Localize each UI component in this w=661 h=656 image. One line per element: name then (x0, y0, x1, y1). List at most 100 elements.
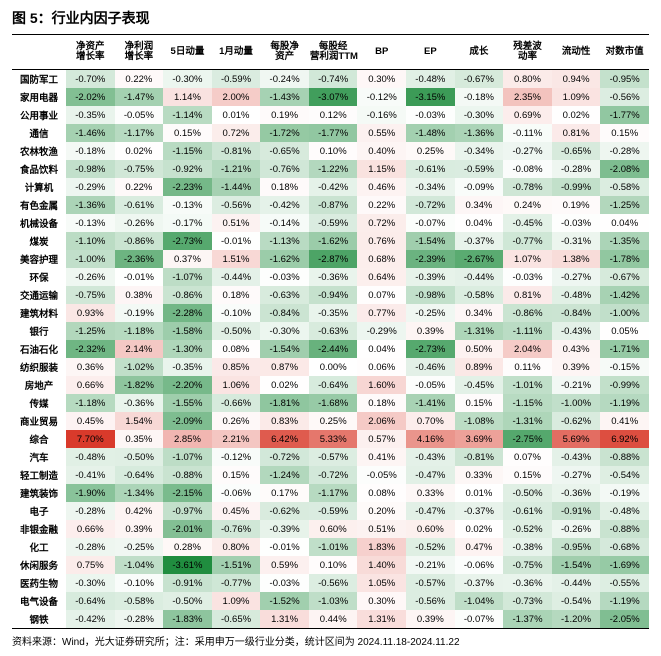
data-cell: 0.77% (357, 304, 406, 322)
data-cell: -1.54% (260, 340, 309, 358)
data-cell: 0.59% (260, 556, 309, 574)
data-cell: -2.39% (406, 250, 455, 268)
row-label: 农林牧渔 (12, 142, 66, 160)
data-cell: -0.48% (66, 448, 115, 466)
data-cell: -0.35% (163, 358, 212, 376)
data-cell: -1.77% (309, 124, 358, 142)
col-header: 流动性 (552, 35, 601, 70)
data-cell: 0.85% (212, 358, 261, 376)
data-cell: -0.99% (600, 376, 649, 394)
data-cell: -0.03% (260, 268, 309, 286)
data-cell: -0.65% (260, 142, 309, 160)
data-cell: -1.20% (552, 610, 601, 629)
data-cell: -0.59% (309, 502, 358, 520)
data-cell: 0.94% (552, 70, 601, 89)
table-row: 汽车-0.48%-0.50%-1.07%-0.12%-0.72%-0.57%0.… (12, 448, 649, 466)
data-cell: -1.54% (552, 556, 601, 574)
data-cell: 0.37% (163, 250, 212, 268)
data-cell: -0.50% (115, 448, 164, 466)
table-row: 传媒-1.18%-0.36%-1.55%-0.66%-1.81%-1.68%0.… (12, 394, 649, 412)
data-cell: 0.66% (66, 520, 115, 538)
data-cell: -0.56% (406, 592, 455, 610)
row-label: 化工 (12, 538, 66, 556)
data-cell: 0.04% (357, 340, 406, 358)
col-header: 每股净资产 (260, 35, 309, 70)
row-label: 家用电器 (12, 88, 66, 106)
row-label: 电气设备 (12, 592, 66, 610)
data-cell: -1.46% (66, 124, 115, 142)
data-cell: -0.77% (212, 574, 261, 592)
data-cell: -0.13% (66, 214, 115, 232)
data-cell: -0.67% (455, 70, 504, 89)
col-header: 1月动量 (212, 35, 261, 70)
data-cell: -0.27% (552, 268, 601, 286)
data-cell: -1.00% (600, 304, 649, 322)
data-cell: -0.87% (309, 196, 358, 214)
table-row: 食品饮料-0.98%-0.75%-0.92%-1.21%-0.76%-1.22%… (12, 160, 649, 178)
data-cell: -1.31% (455, 322, 504, 340)
table-row: 综合7.70%0.35%2.85%2.21%6.42%5.33%0.57%4.1… (12, 430, 649, 448)
data-cell: -1.03% (309, 592, 358, 610)
data-cell: 0.02% (260, 376, 309, 394)
data-cell: 0.22% (115, 70, 164, 89)
data-cell: 0.41% (600, 412, 649, 430)
data-cell: 0.72% (357, 214, 406, 232)
data-cell: -0.30% (66, 574, 115, 592)
data-cell: 0.81% (552, 124, 601, 142)
data-cell: -1.01% (503, 376, 552, 394)
data-cell: 0.80% (503, 70, 552, 89)
data-cell: 0.15% (503, 466, 552, 484)
data-cell: 0.34% (455, 196, 504, 214)
data-cell: -0.67% (600, 268, 649, 286)
data-cell: -0.05% (357, 466, 406, 484)
data-cell: -0.98% (66, 160, 115, 178)
data-cell: -0.27% (503, 142, 552, 160)
data-cell: -0.42% (309, 178, 358, 196)
data-cell: -0.62% (260, 502, 309, 520)
data-cell: 0.80% (212, 538, 261, 556)
data-cell: 0.57% (357, 430, 406, 448)
data-cell: -0.37% (455, 232, 504, 250)
data-cell: -1.62% (260, 250, 309, 268)
data-cell: -0.27% (552, 466, 601, 484)
row-label: 房地产 (12, 376, 66, 394)
data-cell: -1.14% (163, 106, 212, 124)
data-cell: -0.25% (406, 304, 455, 322)
data-cell: -0.99% (552, 178, 601, 196)
data-cell: 0.20% (357, 502, 406, 520)
data-cell: -0.42% (66, 610, 115, 629)
row-label: 钢铁 (12, 610, 66, 629)
table-row: 计算机-0.29%0.22%-2.23%-1.44%0.18%-0.42%0.4… (12, 178, 649, 196)
row-label: 休闲服务 (12, 556, 66, 574)
data-cell: -1.83% (163, 610, 212, 629)
data-cell: 0.08% (357, 484, 406, 502)
data-cell: 0.25% (309, 412, 358, 430)
data-cell: 0.87% (260, 358, 309, 376)
data-cell: 0.66% (66, 376, 115, 394)
data-cell: -3.15% (406, 88, 455, 106)
data-cell: -1.04% (455, 592, 504, 610)
data-cell: 2.04% (503, 340, 552, 358)
data-cell: -0.55% (600, 574, 649, 592)
data-cell: -1.07% (163, 448, 212, 466)
table-row: 煤炭-1.10%-0.86%-2.73%-0.01%-1.13%-1.62%0.… (12, 232, 649, 250)
data-cell: -0.95% (552, 538, 601, 556)
row-label: 机械设备 (12, 214, 66, 232)
data-cell: 0.38% (115, 286, 164, 304)
data-cell: -1.21% (212, 160, 261, 178)
table-row: 化工-0.28%-0.25%0.28%0.80%-0.01%-1.01%1.83… (12, 538, 649, 556)
col-header: 净利润增长率 (115, 35, 164, 70)
data-cell: -0.05% (115, 106, 164, 124)
data-cell: -0.45% (503, 214, 552, 232)
data-cell: -1.02% (115, 358, 164, 376)
data-cell: -0.36% (552, 484, 601, 502)
data-cell: -0.72% (406, 196, 455, 214)
data-cell: -1.00% (552, 394, 601, 412)
data-cell: 0.55% (357, 124, 406, 142)
data-cell: -0.59% (455, 160, 504, 178)
data-cell: 0.45% (66, 412, 115, 430)
data-cell: -0.05% (406, 376, 455, 394)
data-cell: -0.59% (212, 70, 261, 89)
data-cell: 0.89% (455, 358, 504, 376)
data-cell: 0.68% (357, 250, 406, 268)
